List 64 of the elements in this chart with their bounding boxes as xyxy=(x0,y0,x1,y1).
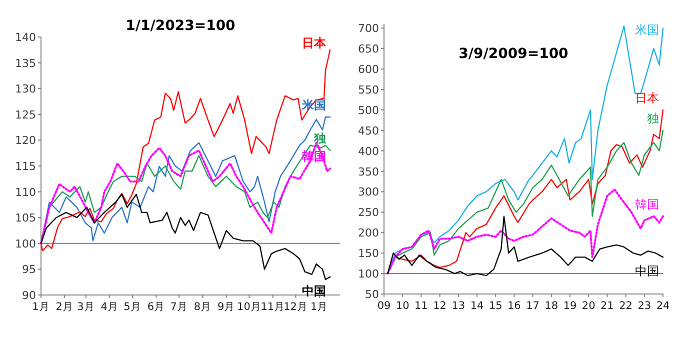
x-tick-label: 21 xyxy=(600,300,614,312)
y-tick-label: 350 xyxy=(358,165,379,178)
x-tick-label: 3月 xyxy=(77,301,95,313)
x-tick-label: 24 xyxy=(656,300,670,312)
y-tick-label: 130 xyxy=(15,82,36,96)
series-label: 独 xyxy=(647,111,659,126)
y-tick-label: 500 xyxy=(358,104,379,117)
y-tick-label: 110 xyxy=(15,186,36,199)
x-tick-label: 1月 xyxy=(32,301,50,313)
x-tick-label: 13 xyxy=(452,300,466,312)
y-tick-label: 125 xyxy=(15,108,36,122)
series-label: 日本 xyxy=(302,36,328,50)
x-tick-label: 1月 xyxy=(310,301,328,313)
x-tick-label: 12月 xyxy=(284,301,308,313)
y-tick-label: 700 xyxy=(358,22,379,36)
x-tick-label: 23 xyxy=(638,300,652,312)
x-tick-label: 9月 xyxy=(218,301,236,313)
y-tick-label: 105 xyxy=(15,212,36,225)
x-tick-label: 22 xyxy=(619,300,632,312)
x-tick-label: 10 xyxy=(396,300,410,312)
y-tick-label: 95 xyxy=(22,263,36,276)
series-label: 中国 xyxy=(302,284,326,298)
y-tick-label: 90 xyxy=(22,289,36,302)
y-tick-label: 115 xyxy=(15,160,36,173)
x-tick-label: 18 xyxy=(544,300,558,312)
y-tick-label: 600 xyxy=(358,63,379,76)
x-tick-label: 17 xyxy=(526,300,540,312)
series-label: 韓国 xyxy=(635,197,659,212)
x-tick-label: 2月 xyxy=(56,301,74,313)
y-tick-label: 650 xyxy=(358,42,379,56)
x-tick-label: 20 xyxy=(582,300,596,312)
y-tick-label: 200 xyxy=(358,226,379,240)
y-tick-label: 300 xyxy=(358,186,379,199)
text: 3/9/2009=100 xyxy=(458,46,569,62)
y-tick-label: 550 xyxy=(358,83,379,96)
x-tick-label: 16 xyxy=(508,300,522,312)
x-tick-label: 09 xyxy=(377,300,391,312)
series-label: 日本 xyxy=(635,90,659,105)
y-tick-label: 120 xyxy=(15,134,36,148)
series-label: 米国 xyxy=(635,23,659,37)
chart-title: 1/1/2023=100 xyxy=(126,18,236,34)
x-tick-label: 8月 xyxy=(194,301,212,313)
y-tick-label: 400 xyxy=(358,144,379,158)
x-tick-label: 11月 xyxy=(260,301,286,313)
x-tick-label: 19 xyxy=(563,300,577,312)
y-tick-label: 150 xyxy=(358,247,379,260)
series-label: 独 xyxy=(313,132,328,146)
x-tick-label: 4月 xyxy=(100,301,118,313)
x-tick-label: 12 xyxy=(433,300,446,312)
y-tick-label: 250 xyxy=(358,206,379,220)
y-tick-label: 140 xyxy=(15,31,36,44)
x-tick-label: 7月 xyxy=(170,301,188,313)
y-tick-label: 50 xyxy=(365,288,379,301)
x-tick-label: 14 xyxy=(470,300,484,312)
x-tick-label: 15 xyxy=(488,300,502,312)
series-label: 中国 xyxy=(635,264,659,278)
x-tick-label: 10月 xyxy=(237,301,262,313)
x-tick-label: 11 xyxy=(414,300,428,312)
y-tick-label: 450 xyxy=(358,124,379,138)
y-tick-label: 100 xyxy=(15,237,36,250)
x-tick-label: 5月 xyxy=(124,301,142,313)
y-tick-label: 135 xyxy=(15,56,36,70)
y-tick-label: 100 xyxy=(358,268,379,281)
x-tick-label: 6月 xyxy=(147,301,166,313)
